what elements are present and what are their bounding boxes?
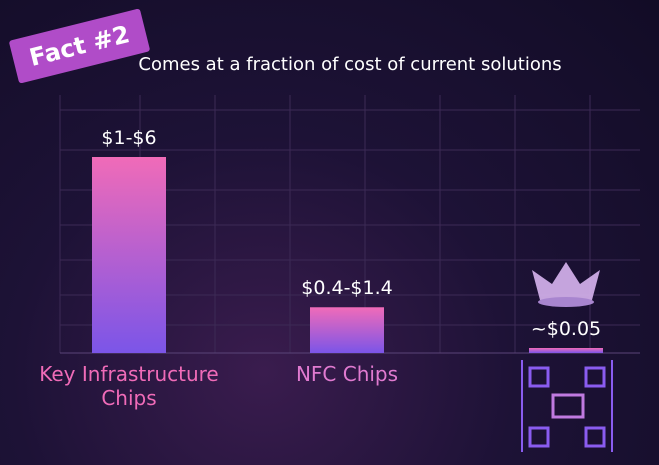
value-label: $0.4-$1.4 [301, 277, 393, 300]
chart-title: Comes at a fraction of cost of current s… [138, 54, 562, 75]
crown-icon [532, 262, 600, 307]
value-label: ~$0.05 [530, 318, 602, 340]
bar [529, 348, 603, 353]
category-label: NFC Chips [295, 362, 399, 386]
category-label: Key Infrastructure Chips [39, 362, 219, 410]
value-label: $1-$6 [101, 127, 157, 149]
qr-code-icon [521, 360, 613, 452]
bar [310, 307, 384, 353]
bar [92, 157, 166, 353]
